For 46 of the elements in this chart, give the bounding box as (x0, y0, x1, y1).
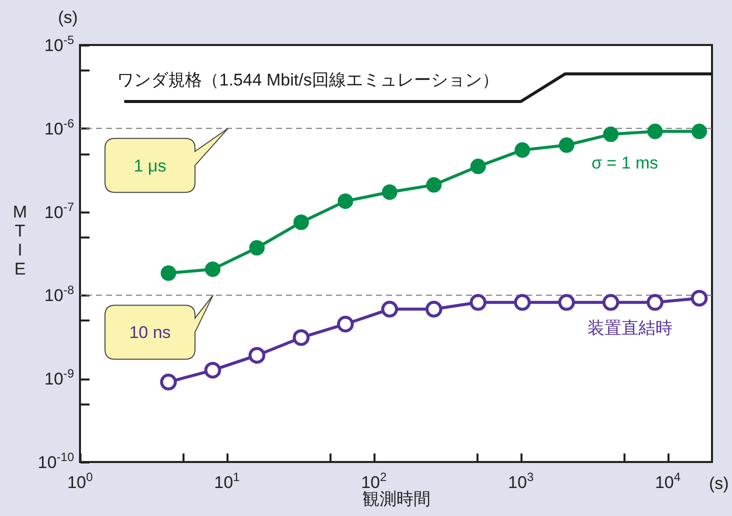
y-tick-label: 10$^{-6}$ (44, 116, 74, 138)
y-tick-label: 10$^{-9}$ (44, 366, 74, 389)
point (514, 294, 531, 311)
point (248, 346, 266, 364)
y-tick-label: 10$^{-7}$ (44, 200, 74, 222)
x-tick-label: 10$^{3}$ (508, 470, 534, 492)
point (646, 294, 664, 311)
point (692, 124, 708, 140)
y-tick-label: 10$^{-8}$ (44, 283, 74, 306)
point (160, 374, 177, 390)
point (690, 290, 708, 307)
point (249, 240, 265, 256)
y-tick-label: 10$^{-10}$ (38, 450, 74, 472)
point (381, 300, 398, 318)
point (514, 142, 530, 158)
point (338, 193, 354, 209)
point (558, 137, 574, 153)
text: (s) (58, 8, 78, 27)
y-axis-title: MTIE (12, 202, 28, 278)
point (647, 124, 663, 140)
x-tick-label: 10$^{2}$ (361, 470, 387, 492)
x-tick-label: 10$^{0}$ (67, 470, 94, 492)
point (204, 261, 220, 277)
x-axis-title: 観測時間 (362, 490, 430, 508)
x-tick-label: 10$^{4}$ (654, 470, 681, 492)
point (470, 158, 486, 174)
text: (s) (709, 474, 729, 493)
point (470, 294, 486, 311)
point (425, 300, 442, 318)
point (293, 214, 309, 230)
point (603, 126, 619, 142)
point (292, 329, 310, 346)
x-tick-label: 10$^{1}$ (214, 470, 240, 492)
ref-line-label: 1 μs (134, 156, 166, 176)
point (160, 265, 176, 281)
series-label: ワンダ規格（1.544 Mbit/s回線エミュレーション） (117, 70, 499, 90)
point (382, 184, 398, 200)
series-label: σ = 1 ms (591, 153, 658, 172)
point (426, 177, 442, 193)
y-tick-label: 10$^{-5}$ (44, 33, 74, 55)
point (204, 362, 222, 379)
point (558, 294, 575, 311)
series-label: 装置直結時 (587, 318, 672, 338)
ref-line-label: 10 ns (129, 323, 171, 342)
point (602, 294, 620, 311)
point (337, 316, 354, 332)
